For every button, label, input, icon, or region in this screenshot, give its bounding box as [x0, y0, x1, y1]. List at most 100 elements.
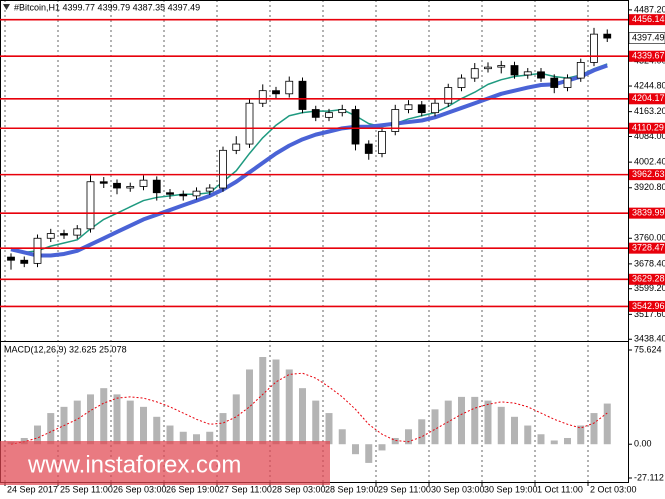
level-label: 4339.67 [632, 51, 665, 61]
candle-body [7, 256, 15, 261]
level-label-box [629, 300, 665, 312]
candle-body [205, 187, 214, 192]
price-label: 4397.49 [632, 32, 665, 42]
level-label-box [629, 14, 665, 26]
macd-bar [219, 413, 227, 445]
macd-bar [193, 434, 200, 445]
macd-bar [524, 425, 532, 445]
level-label: 3542.96 [632, 301, 665, 311]
macd-bar [232, 394, 240, 445]
level-label: 4204.17 [632, 93, 665, 103]
macd-bar [497, 406, 505, 445]
candle-body [431, 102, 439, 114]
macd-bar [100, 388, 108, 445]
macd-y-tick-label: 75.624 [634, 344, 662, 354]
macd-bar [391, 437, 399, 445]
candle-body [139, 179, 148, 187]
macd-signal [10, 372, 608, 445]
candle-body [298, 80, 307, 110]
macd-bar [484, 400, 492, 445]
level-label: 4110.29 [632, 123, 664, 133]
level-label: 4456.14 [632, 14, 665, 24]
candle-body [245, 102, 254, 145]
candle-body [457, 77, 466, 88]
candle-body [364, 143, 373, 154]
candle-body [404, 104, 413, 110]
candle-body [73, 228, 82, 236]
x-tick-label: 30 Sep 03:00 [431, 484, 485, 494]
macd-bar [299, 388, 306, 445]
y-tick-label: 4084.00 [634, 131, 665, 141]
macd-bar [564, 437, 571, 445]
x-tick-label: 2 Oct 03:00 [590, 484, 637, 494]
x-tick-label: 27 Sep 11:00 [219, 484, 272, 494]
candle-body [232, 143, 241, 151]
candle-body [60, 233, 68, 236]
macd-bar [259, 357, 267, 445]
level-label: 3839.99 [632, 208, 665, 218]
candle-body [219, 149, 227, 189]
candle-body [325, 112, 333, 118]
moving-average [10, 63, 608, 258]
macd-bar [140, 406, 147, 445]
y-tick-label: 3517.60 [634, 309, 665, 319]
macd-y-tick-label: -27.112 [634, 472, 664, 482]
macd-bar [34, 425, 41, 445]
candle-body [179, 193, 188, 197]
macd-bar [537, 434, 545, 445]
x-tick-label: 28 Sep 19:00 [325, 484, 379, 494]
macd-bar [312, 400, 320, 445]
macd-bar [352, 444, 359, 455]
candle-body [285, 80, 294, 95]
y-tick-label: 4163.20 [634, 106, 665, 116]
candle-body [152, 179, 161, 194]
macd-bar [418, 419, 426, 445]
candle-body [576, 62, 585, 79]
y-tick-label: 4002.40 [634, 157, 665, 167]
candle-body [338, 109, 347, 114]
y-tick-label: 3599.20 [634, 283, 665, 293]
candle-body [603, 33, 612, 39]
level-label-box [629, 93, 665, 105]
x-tick-label: 30 Sep 19:00 [484, 484, 538, 494]
macd-bar [126, 400, 134, 445]
moving-average [10, 63, 608, 254]
macd-bar [47, 413, 55, 445]
candle-body [192, 190, 201, 197]
watermark-box [0, 441, 330, 485]
candle-body [272, 90, 280, 95]
candle-body [20, 259, 29, 264]
macd-bar [378, 444, 386, 451]
level-label-box [629, 273, 665, 285]
macd-bar [166, 425, 174, 445]
candle-body [351, 109, 360, 145]
level-label: 3962.63 [632, 169, 665, 179]
candle-body [497, 65, 506, 68]
level-label-box [629, 122, 665, 134]
candle-body [391, 109, 400, 132]
macd-bar [365, 444, 373, 463]
candle-body [537, 71, 545, 79]
candle-body [33, 237, 42, 264]
macd-bar [511, 416, 518, 445]
macd-bar [577, 425, 585, 445]
macd-bar [471, 396, 479, 445]
macd-bar [87, 394, 94, 445]
macd-bar [325, 413, 333, 445]
macd-bar [179, 431, 187, 445]
macd-bar [246, 369, 253, 445]
macd-bar [285, 369, 293, 445]
level-label-box [629, 169, 665, 181]
watermark: www.instaforex.com [27, 451, 241, 478]
macd-bar [405, 429, 412, 445]
candle-body [417, 104, 426, 114]
candle-body [126, 186, 135, 189]
candle-body [311, 109, 320, 118]
macd-bar [590, 413, 598, 445]
x-tick-label: 25 Sep 11:00 [60, 484, 113, 494]
candle-body [523, 71, 532, 76]
macd-bar [73, 400, 81, 445]
candle-body [510, 65, 519, 76]
macd-bar [338, 429, 346, 445]
